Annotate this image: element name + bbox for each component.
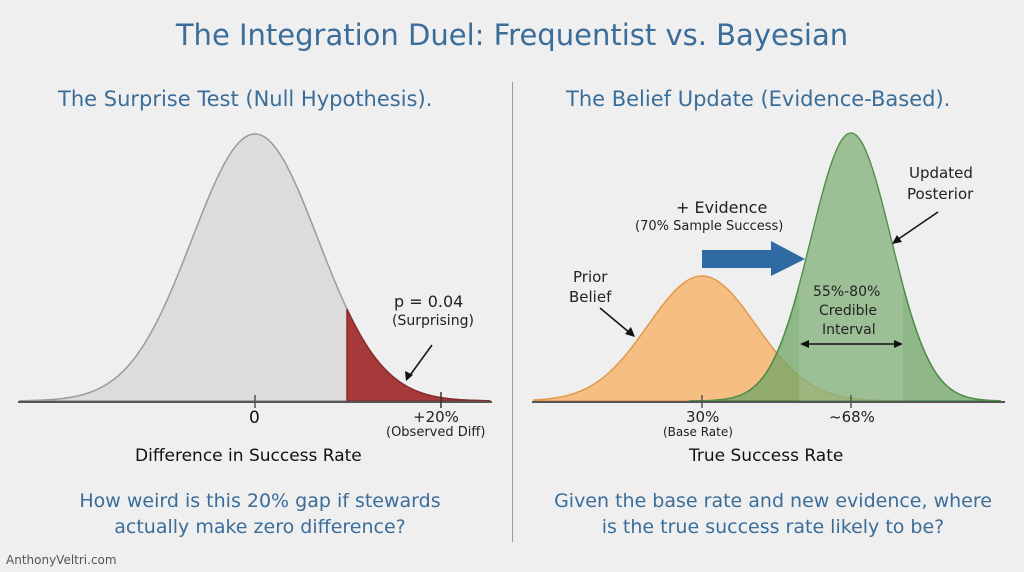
p-arrow bbox=[407, 344, 433, 379]
interval-arrow-left-head bbox=[800, 340, 809, 348]
prior-label-line2: Belief bbox=[569, 288, 612, 306]
tick-label-prior-note: (Base Rate) bbox=[663, 425, 733, 439]
posterior-curve bbox=[689, 132, 1001, 402]
panel-divider bbox=[512, 82, 513, 542]
left-axis-label: Difference in Success Rate bbox=[135, 446, 362, 466]
p-value-tail bbox=[346, 308, 491, 402]
interval-arrow-right-head bbox=[894, 340, 903, 348]
tick-label-observed: +20% bbox=[413, 408, 459, 426]
left-question: How weird is this 20% gap if stewards ac… bbox=[79, 490, 441, 538]
right-question: Given the base rate and new evidence, wh… bbox=[554, 490, 992, 538]
tick-label-prior: 30% bbox=[686, 408, 720, 426]
page-title: The Integration Duel: Frequentist vs. Ba… bbox=[175, 18, 849, 52]
posterior-arrow bbox=[896, 211, 939, 241]
interval-label-line2: Credible bbox=[819, 303, 878, 319]
tick-label-zero: 0 bbox=[249, 408, 260, 428]
tick-label-observed-note: (Observed Diff) bbox=[386, 425, 486, 440]
evidence-note: (70% Sample Success) bbox=[635, 219, 784, 234]
interval-label-line1: 55%-80% bbox=[813, 284, 881, 300]
tick-label-posterior: ~68% bbox=[829, 408, 875, 426]
right-subtitle: The Belief Update (Evidence-Based). bbox=[566, 87, 951, 111]
posterior-label-line2: Posterior bbox=[907, 185, 974, 203]
interval-label-line3: Interval bbox=[822, 322, 876, 338]
evidence-label: + Evidence bbox=[676, 198, 768, 217]
prior-arrow-head bbox=[625, 327, 635, 337]
posterior-arrow-head bbox=[892, 235, 902, 244]
p-value-note: (Surprising) bbox=[392, 313, 474, 329]
prior-arrow bbox=[599, 307, 631, 334]
p-value-label: p = 0.04 bbox=[394, 292, 464, 311]
credible-interval-shade bbox=[799, 133, 903, 401]
left-subtitle: The Surprise Test (Null Hypothesis). bbox=[58, 87, 433, 111]
right-axis-label: True Success Rate bbox=[689, 446, 844, 466]
evidence-arrow-icon bbox=[702, 241, 805, 276]
p-arrow-head bbox=[405, 371, 413, 381]
prior-label-line1: Prior bbox=[573, 268, 608, 286]
credit-watermark: AnthonyVeltri.com bbox=[6, 553, 117, 567]
posterior-label-line1: Updated bbox=[909, 164, 973, 182]
